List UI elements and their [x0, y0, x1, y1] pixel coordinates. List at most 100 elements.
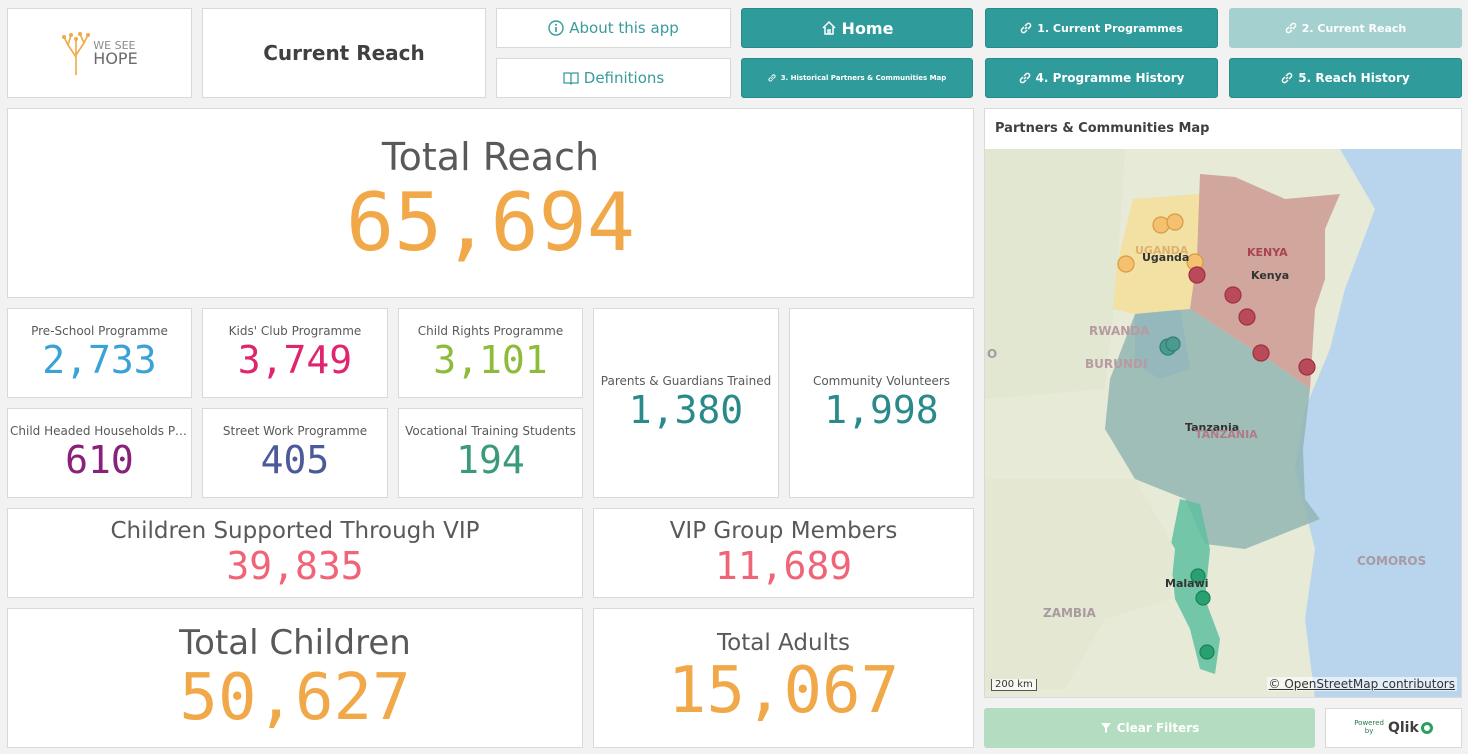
total-reach-value: 65,694 [346, 176, 635, 269]
kpi-parents-guardians[interactable]: Parents & Guardians Trained 1,380 [593, 308, 779, 498]
home-label: Home [841, 18, 894, 38]
map-title: Partners & Communities Map [995, 121, 1210, 136]
definitions-label: Definitions [583, 69, 665, 87]
link-icon [1019, 72, 1031, 84]
link-icon [1281, 72, 1293, 84]
logo-line1: WE SEE [93, 38, 136, 52]
kpi-value: 3,101 [433, 338, 548, 382]
kenya-region [1190, 174, 1340, 389]
current-programmes-label: 1. Current Programmes [1037, 21, 1183, 35]
kpi-value: 405 [260, 438, 330, 482]
kpi-street-work[interactable]: Street Work Programme 405 [202, 408, 388, 498]
page-title: Current Reach [263, 41, 425, 65]
map-label-uganda-upper: UGANDA [1135, 244, 1189, 257]
logo-line2: HOPE [93, 48, 138, 68]
historical-map-label: 3. Historical Partners & Communities Map [780, 74, 947, 82]
kpi-child-rights[interactable]: Child Rights Programme 3,101 [398, 308, 583, 398]
link-icon [1020, 22, 1032, 34]
tanzania-region [1105, 309, 1320, 549]
map-label-malawi: Malawi [1165, 577, 1209, 590]
kpi-kids-club[interactable]: Kids' Club Programme 3,749 [202, 308, 388, 398]
total-reach-kpi[interactable]: Total Reach 65,694 [7, 108, 974, 298]
congo-region [985, 149, 1125, 399]
definitions-button[interactable]: Definitions [496, 58, 731, 98]
current-programmes-button[interactable]: 1. Current Programmes [985, 8, 1218, 48]
kpi-value: 39,835 [226, 544, 364, 588]
we-see-hope-logo: WE SEE HOPE [61, 31, 138, 75]
kpi-value: 15,067 [667, 653, 900, 728]
kpi-value: 50,627 [179, 660, 411, 735]
kpi-child-headed-households[interactable]: Child Headed Households Pro... 610 [7, 408, 192, 498]
kpi-value: 11,689 [714, 544, 853, 588]
kpi-vip-members[interactable]: VIP Group Members 11,689 [593, 508, 974, 598]
about-label: About this app [569, 19, 679, 37]
qlik-logo-panel: Powered by Qlik [1325, 708, 1462, 748]
about-button[interactable]: About this app [496, 8, 731, 48]
map-label-comoros: COMOROS [1357, 554, 1427, 568]
kpi-label: Street Work Programme [222, 424, 368, 438]
kpi-pre-school[interactable]: Pre-School Programme 2,733 [7, 308, 192, 398]
by-text: by [1364, 727, 1374, 735]
map-label-burundi: BURUNDI [1085, 357, 1148, 371]
kpi-label: VIP Group Members [669, 518, 898, 544]
kpi-total-children[interactable]: Total Children 50,627 [7, 608, 583, 748]
kpi-label: Total Children [179, 622, 411, 663]
reach-history-button[interactable]: 5. Reach History [1229, 58, 1462, 98]
map-label-zambia: ZAMBIA [1043, 606, 1096, 620]
clear-filters-label: Clear Filters [1116, 721, 1200, 735]
powered-by: Powered by [1354, 720, 1384, 735]
map-points [1117, 213, 1316, 660]
kpi-label: Parents & Guardians Trained [600, 374, 772, 388]
kpi-total-adults[interactable]: Total Adults 15,067 [593, 608, 974, 748]
home-button[interactable]: Home [741, 8, 973, 48]
logo-panel: WE SEE HOPE [7, 8, 192, 98]
map-panel[interactable]: Partners & Communities Map [984, 108, 1462, 698]
kpi-label: Child Headed Households Pro... [10, 424, 191, 438]
tree-icon [62, 32, 91, 75]
kpi-vocational-training[interactable]: Vocational Training Students 194 [398, 408, 583, 498]
map-label-tanzania: Tanzania [1185, 421, 1240, 434]
qlik-q-icon [1420, 722, 1433, 734]
qlik-brand: Qlik [1387, 720, 1419, 736]
powered-text: Powered [1354, 719, 1384, 728]
clear-filters-button[interactable]: Clear Filters [984, 708, 1315, 748]
book-icon [563, 71, 579, 85]
link-icon [1285, 22, 1297, 34]
kpi-value: 1,998 [824, 388, 939, 432]
reach-history-label: 5. Reach History [1298, 71, 1410, 85]
kpi-value: 194 [456, 438, 525, 482]
home-icon [821, 20, 837, 36]
historical-map-button[interactable]: 3. Historical Partners & Communities Map [741, 58, 973, 98]
filter-clear-icon [1100, 722, 1112, 734]
kpi-label: Community Volunteers [812, 374, 951, 388]
kpi-vip-children[interactable]: Children Supported Through VIP 39,835 [7, 508, 583, 598]
attribution-text[interactable]: © OpenStreetMap contributors [1268, 677, 1455, 691]
map-label-tanzania-upper: TANZANIA [1195, 428, 1258, 441]
kpi-label: Kids' Club Programme [228, 324, 362, 338]
programme-history-label: 4. Programme History [1035, 71, 1185, 85]
link-icon [768, 74, 776, 82]
malawi-region [1170, 499, 1220, 674]
map-scale: 200 km [991, 679, 1037, 691]
kpi-value: 1,380 [628, 388, 744, 432]
kpi-value: 610 [65, 438, 134, 482]
map-canvas[interactable]: UGANDA Uganda KENYA Kenya RWANDA BURUNDI… [985, 149, 1461, 697]
map-label-left-edge: O [987, 347, 998, 361]
kpi-label: Total Adults [717, 629, 850, 656]
zambia-region [985, 479, 1175, 689]
kpi-label: Pre-School Programme [31, 324, 168, 338]
map-scale-label: 200 km [995, 679, 1033, 690]
programme-history-button[interactable]: 4. Programme History [985, 58, 1218, 98]
map-label-rwanda: RWANDA [1089, 324, 1150, 338]
indian-ocean [1295, 149, 1461, 697]
page-title-panel: Current Reach [202, 8, 486, 98]
kpi-value: 2,733 [42, 338, 157, 382]
map-label-kenya-upper: KENYA [1247, 246, 1288, 259]
kpi-label: Children Supported Through VIP [110, 518, 480, 544]
info-icon [548, 20, 564, 36]
map-label-uganda: Uganda [1142, 251, 1190, 264]
map-label-kenya: Kenya [1251, 269, 1290, 282]
current-reach-button[interactable]: 2. Current Reach [1229, 8, 1462, 48]
kpi-community-volunteers[interactable]: Community Volunteers 1,998 [789, 308, 974, 498]
kpi-label: Child Rights Programme [417, 324, 564, 338]
